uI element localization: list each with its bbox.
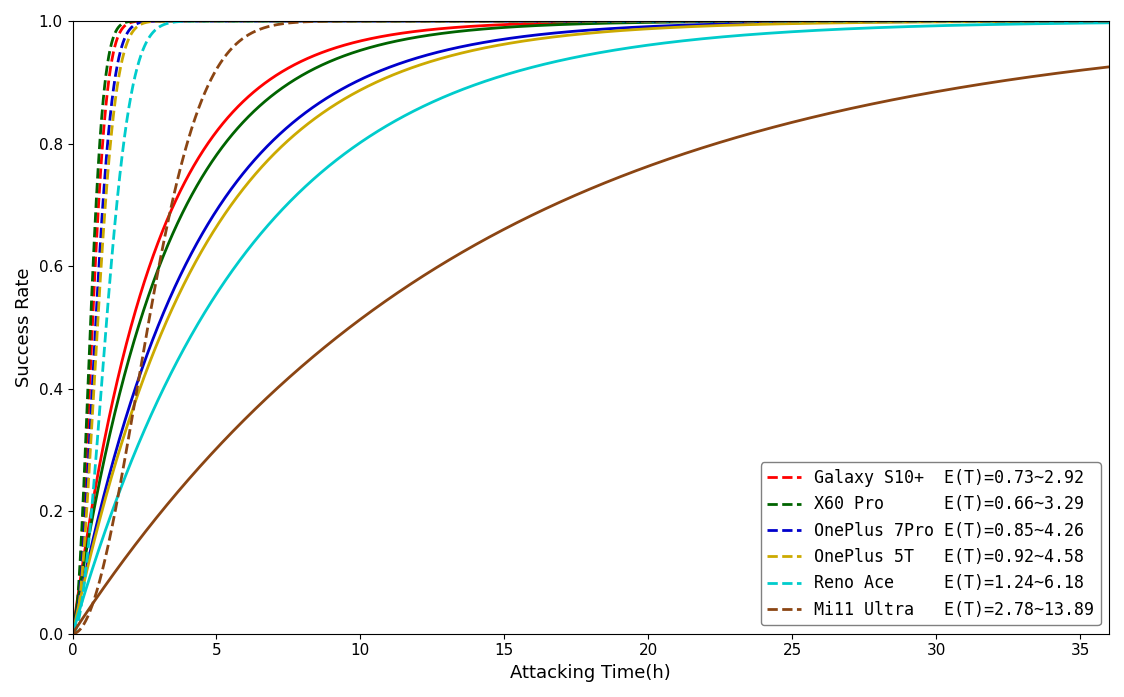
Y-axis label: Success Rate: Success Rate [15, 268, 33, 387]
X-axis label: Attacking Time(h): Attacking Time(h) [510, 664, 671, 682]
Legend: Galaxy S10+  E(T)=0.73~2.92, X60 Pro      E(T)=0.66~3.29, OnePlus 7Pro E(T)=0.85: Galaxy S10+ E(T)=0.73~2.92, X60 Pro E(T)… [761, 462, 1100, 625]
